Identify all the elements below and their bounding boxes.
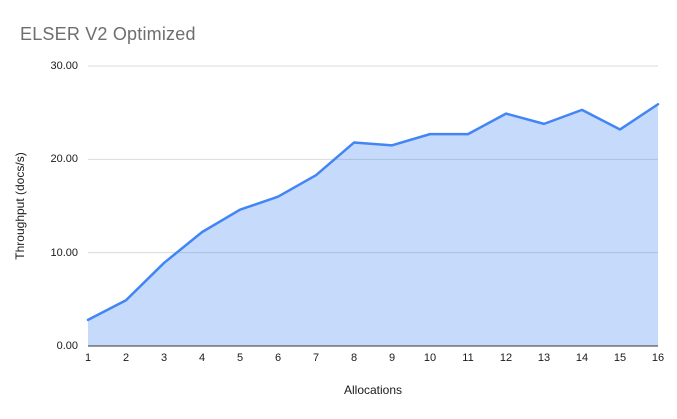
x-tick-label: 12 (499, 352, 513, 364)
series-area (88, 104, 658, 347)
x-tick-label: 14 (575, 352, 589, 364)
x-tick-label: 13 (537, 352, 551, 364)
x-tick-label: 8 (350, 352, 358, 364)
x-axis-title: Allocations (343, 383, 403, 397)
x-tick-label: 5 (236, 352, 244, 364)
x-tick-label: 9 (388, 352, 396, 364)
y-tick-label: 30.00 (50, 60, 78, 72)
x-tick-label: 11 (462, 352, 474, 364)
series-line (86, 103, 660, 322)
x-tick-label: 15 (613, 352, 627, 364)
x-tick-label: 2 (122, 352, 130, 364)
x-tick-label: 6 (274, 352, 282, 364)
x-tick-label: 10 (423, 352, 437, 364)
x-tick-label: 1 (84, 352, 92, 364)
y-tick-label: 10.00 (50, 246, 78, 259)
chart-title: ELSER V2 Optimized (20, 24, 196, 44)
x-tick-label: 3 (160, 352, 168, 364)
x-tick-label: 7 (312, 352, 320, 364)
y-axis-title: Throughput (docs/s) (13, 152, 27, 260)
y-tick-label: 20.00 (50, 153, 78, 166)
x-tick-label: 16 (651, 352, 665, 364)
y-tick-label: 0.00 (56, 340, 78, 352)
x-tick-label: 4 (198, 352, 206, 364)
